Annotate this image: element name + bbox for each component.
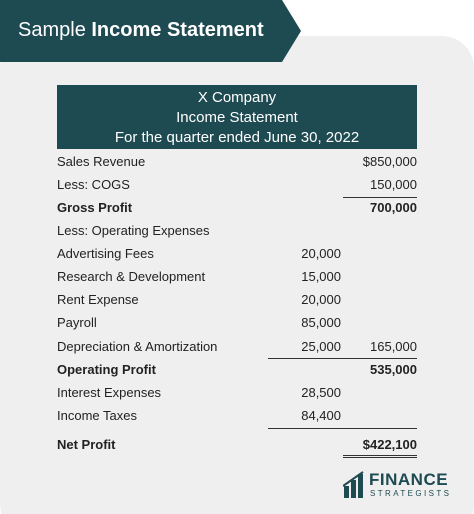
table-row: Rent Expense 20,000	[0, 290, 474, 310]
row-amount: 15,000	[301, 269, 341, 284]
table-row: Net Profit $422,100	[0, 435, 474, 455]
table-row: Income Taxes 84,400	[0, 406, 474, 426]
banner-title: Sample Income Statement	[18, 19, 264, 42]
table-row: Sales Revenue $850,000	[0, 152, 474, 172]
row-label: Operating Profit	[57, 362, 156, 377]
rule	[268, 358, 417, 359]
row-amount: 85,000	[301, 315, 341, 330]
double-rule	[343, 455, 417, 458]
table-row: Advertising Fees 20,000	[0, 244, 474, 264]
rule	[343, 197, 417, 198]
row-total: $850,000	[362, 154, 417, 169]
table-row: Payroll 85,000	[0, 313, 474, 333]
table-row: Depreciation & Amortization 25,000 165,000	[0, 337, 474, 357]
logo-sub: STRATEGISTS	[370, 489, 452, 498]
table-row: Gross Profit 700,000	[0, 198, 474, 218]
table-header: X Company Income Statement For the quart…	[57, 85, 417, 149]
row-label: Less: Operating Expenses	[57, 223, 210, 238]
row-amount: 84,400	[301, 408, 341, 423]
row-total: 150,000	[370, 177, 417, 192]
row-label: Income Taxes	[57, 408, 137, 423]
table-row: Less: Operating Expenses	[0, 221, 474, 241]
banner-prefix: Sample	[18, 19, 86, 41]
banner-bold: Income Statement	[91, 19, 264, 41]
period: For the quarter ended June 30, 2022	[114, 129, 360, 146]
logo-name: FINANCE	[369, 470, 449, 489]
table-row: Interest Expenses 28,500	[0, 383, 474, 403]
statement: Income Statement	[176, 109, 298, 126]
row-total: $422,100	[362, 437, 417, 452]
row-label: Depreciation & Amortization	[57, 339, 218, 354]
table-row: Less: COGS 150,000	[0, 175, 474, 195]
table-row: Research & Development 15,000	[0, 267, 474, 287]
row-label: Less: COGS	[57, 177, 130, 192]
logo-icon	[343, 471, 364, 498]
row-amount: 20,000	[301, 246, 341, 261]
table-row: Operating Profit 535,000	[0, 360, 474, 380]
row-total: 535,000	[370, 362, 417, 377]
company: X Company	[197, 89, 277, 106]
row-label: Research & Development	[57, 269, 206, 284]
row-label: Interest Expenses	[57, 385, 162, 400]
row-total: 700,000	[370, 200, 417, 215]
row-amount: 28,500	[301, 385, 341, 400]
row-label: Payroll	[57, 315, 97, 330]
rule	[268, 428, 417, 429]
row-amount: 25,000	[301, 339, 341, 354]
row-total: 165,000	[370, 339, 417, 354]
row-label: Advertising Fees	[57, 246, 154, 261]
banner-shape	[0, 0, 301, 62]
row-label: Rent Expense	[57, 292, 139, 307]
row-label: Net Profit	[57, 437, 116, 452]
row-label: Gross Profit	[57, 200, 133, 215]
row-label: Sales Revenue	[57, 154, 146, 169]
row-amount: 20,000	[301, 292, 341, 307]
